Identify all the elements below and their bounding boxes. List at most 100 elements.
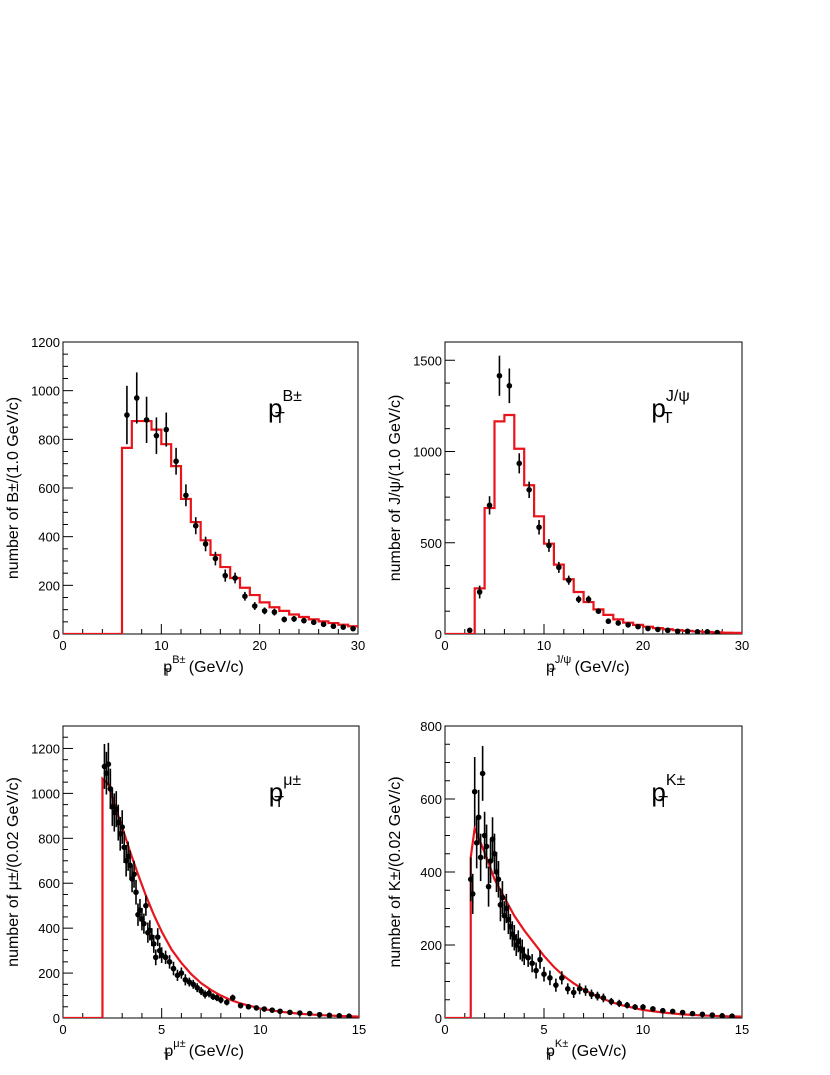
data-point: [269, 1007, 275, 1013]
y-axis-label: number of μ±/(0.02 GeV/c): [5, 777, 22, 967]
data-point: [625, 622, 631, 628]
data-point: [600, 995, 607, 1001]
mc-histogram: [445, 823, 742, 1018]
data-point: [525, 954, 531, 961]
x-tick-label: 5: [158, 1022, 165, 1037]
data-point: [251, 603, 258, 609]
data-point: [565, 577, 572, 583]
data-point: [330, 623, 337, 630]
chart-pt-mu: 0 5 10 15 0 200 400 600 800 1000 1200 number of μ±/…: [5, 725, 366, 1063]
plot-frame: [444, 725, 743, 1019]
plot-tag: pK± T: [651, 772, 685, 811]
y-tick-label: 1000: [413, 445, 442, 460]
data-point: [271, 609, 278, 615]
data-point: [541, 971, 547, 977]
plot-area: [63, 372, 358, 634]
data-point: [655, 626, 661, 633]
data-point: [133, 889, 139, 896]
data-point: [475, 814, 482, 821]
data-point: [166, 959, 173, 965]
data-point: [206, 990, 212, 997]
data-point: [152, 954, 159, 961]
y-tick-label: 800: [420, 719, 442, 734]
data-point: [232, 575, 238, 581]
data-point: [124, 412, 130, 418]
x-axis-label: pB± T (GeV/c): [163, 654, 244, 679]
data-point: [564, 986, 571, 992]
x-tick-label: 10: [154, 638, 168, 653]
data-point: [237, 1002, 244, 1009]
plot-area: [445, 355, 742, 634]
chart-pt-k: 0 5 10 15 0 200 400 600 800 number of K±/(0.02 Ge…: [387, 719, 749, 1063]
data-point: [202, 541, 209, 547]
y-tick-label: 1200: [31, 741, 60, 756]
x-tick-label: 0: [59, 1022, 66, 1037]
data-point: [350, 625, 356, 632]
y-axis-label: number of K±/(0.02 GeV/c): [387, 776, 404, 967]
data-point: [469, 891, 476, 897]
data-point: [615, 620, 622, 626]
y-tick-label: 800: [38, 831, 60, 846]
y-tick-label: 1200: [31, 335, 60, 350]
data-point: [495, 876, 502, 883]
x-tick-label: 30: [735, 638, 749, 653]
y-tick-label: 400: [38, 530, 60, 545]
data-point: [346, 1013, 352, 1018]
data-point: [635, 623, 641, 630]
data-point: [261, 608, 268, 614]
data-point: [570, 989, 577, 996]
data-point: [485, 883, 492, 890]
y-tick-label: 1500: [413, 353, 442, 368]
data-point: [624, 1002, 630, 1009]
data-point: [499, 894, 506, 901]
data-point: [516, 460, 523, 467]
data-point: [320, 621, 327, 628]
y-tick-label: 400: [420, 865, 442, 880]
data-point: [483, 843, 490, 850]
data-point: [153, 432, 160, 439]
data-point: [223, 999, 230, 1006]
data-point: [105, 761, 112, 767]
data-point: [684, 628, 691, 634]
data-point: [660, 1007, 666, 1014]
data-point: [131, 871, 137, 878]
data-point: [689, 1010, 696, 1017]
data-point: [277, 1008, 283, 1015]
data-point: [547, 975, 553, 981]
data-point: [556, 564, 562, 571]
chart-pt-jpsi: 0 10 20 30 0 500 1000 1500 number of J/ψ/(1.0 Ge…: [387, 341, 749, 679]
data-point: [183, 492, 189, 499]
plot-tag: pμ± T: [269, 772, 302, 811]
x-tick-label: 10: [537, 638, 551, 653]
data-point: [537, 956, 543, 963]
data-point: [694, 629, 701, 634]
data-point: [154, 934, 161, 940]
data-point: [533, 967, 539, 974]
plot-tag: pJ/ψ T: [651, 388, 689, 427]
data-point: [143, 902, 149, 909]
data-point: [178, 970, 185, 976]
data-point: [162, 954, 169, 961]
data-point: [192, 522, 199, 529]
x-tick-label: 15: [735, 1022, 749, 1037]
data-point: [575, 596, 582, 603]
data-point: [242, 593, 248, 600]
data-point: [326, 1012, 333, 1018]
y-tick-label: 0: [435, 1011, 442, 1026]
x-tick-label: 0: [59, 638, 66, 653]
data-point: [496, 372, 503, 379]
data-point: [664, 627, 671, 634]
data-point: [306, 1010, 313, 1017]
data-point: [218, 997, 224, 1003]
data-point: [588, 991, 595, 998]
data-point: [245, 1003, 252, 1010]
data-point: [253, 1005, 260, 1011]
data-point: [170, 965, 177, 972]
x-axis-label: pK± T (GeV/c): [546, 1038, 627, 1063]
x-tick-label: 5: [540, 1022, 547, 1037]
y-tick-label: 200: [38, 966, 60, 981]
data-point: [699, 1011, 706, 1018]
x-tick-label: 10: [636, 1022, 650, 1037]
data-point: [632, 1004, 638, 1010]
data-point: [476, 589, 483, 595]
